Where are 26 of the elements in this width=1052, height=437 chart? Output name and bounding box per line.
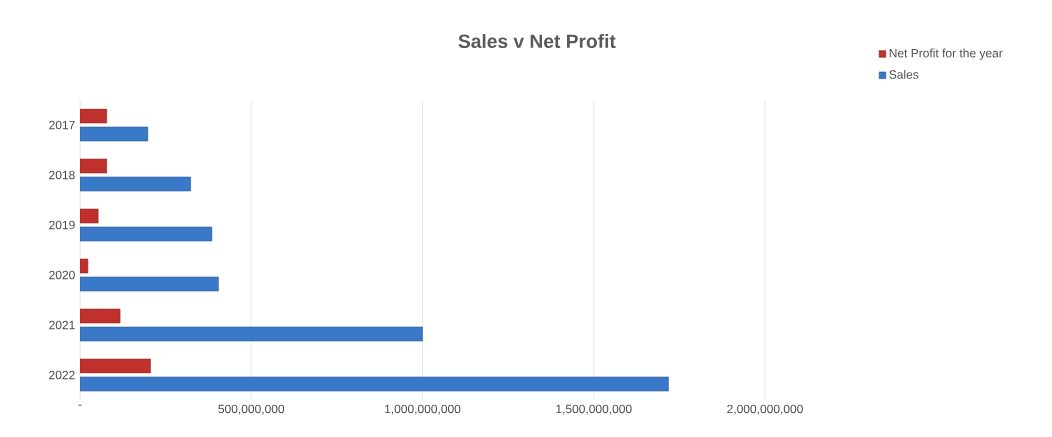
bar bbox=[80, 308, 121, 324]
y-tick-label: 2020 bbox=[49, 270, 75, 280]
y-tick-label: 2019 bbox=[49, 220, 75, 230]
bar bbox=[80, 326, 423, 342]
bar bbox=[80, 126, 149, 142]
y-tick-label: 2017 bbox=[49, 120, 75, 130]
bar bbox=[80, 358, 151, 374]
y-tick-label: 2018 bbox=[49, 170, 75, 180]
bar bbox=[80, 276, 219, 292]
x-tick-label: 500,000,000 bbox=[218, 404, 285, 415]
bar bbox=[80, 208, 99, 224]
x-tick-label: 1,000,000,000 bbox=[385, 404, 461, 415]
bar bbox=[80, 258, 89, 274]
bar bbox=[80, 226, 213, 242]
x-tick-label: 1,500,000,000 bbox=[556, 404, 632, 415]
y-tick-label: 2021 bbox=[49, 320, 75, 330]
bar bbox=[80, 158, 107, 174]
bar bbox=[80, 176, 191, 192]
legend-label: Net Profit for the year bbox=[889, 48, 1003, 60]
x-tick-label: - bbox=[78, 404, 82, 406]
bar bbox=[80, 376, 669, 392]
x-tick-label: 2,000,000,000 bbox=[727, 404, 803, 415]
y-tick-label: 2022 bbox=[49, 370, 75, 380]
bar bbox=[80, 108, 107, 124]
legend-label: Sales bbox=[889, 69, 919, 79]
chart-title: Sales v Net Profit bbox=[458, 33, 616, 49]
